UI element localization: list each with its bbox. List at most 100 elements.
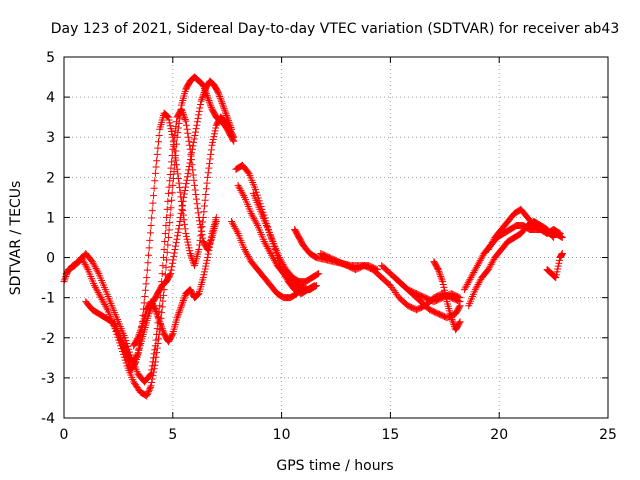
data-point (202, 259, 210, 267)
data-point (135, 332, 143, 340)
data-point (215, 91, 223, 99)
data-point (166, 271, 174, 279)
data-point (174, 312, 182, 320)
data-point (555, 259, 563, 267)
data-point (175, 221, 183, 229)
data-point (197, 232, 205, 240)
data-point (149, 358, 157, 366)
data-point (181, 293, 189, 301)
series-track-14 (430, 258, 464, 334)
data-point (156, 318, 164, 326)
data-point (176, 307, 184, 315)
chart-title: Day 123 of 2021, Sidereal Day-to-day VTE… (51, 21, 620, 37)
data-point (111, 321, 119, 329)
data-point (159, 254, 167, 262)
data-point (186, 159, 194, 167)
data-point (185, 137, 193, 145)
data-point (151, 306, 159, 314)
data-point (152, 336, 160, 344)
data-point (199, 213, 207, 221)
data-point (204, 93, 212, 101)
series-track-9 (249, 189, 323, 286)
data-point (147, 382, 155, 390)
data-point (153, 150, 161, 158)
data-point (134, 334, 142, 342)
data-point (155, 138, 163, 146)
y-tick-label: 2 (46, 170, 55, 186)
data-point (251, 185, 259, 193)
data-point (176, 188, 184, 196)
data-point (148, 207, 156, 215)
data-point (216, 93, 224, 101)
data-point (198, 94, 206, 102)
data-point (164, 234, 172, 241)
data-point (209, 138, 217, 146)
y-axis-label: SDTVAR / TECUs (8, 181, 24, 296)
x-axis-label: GPS time / hours (276, 458, 393, 474)
data-point (456, 302, 464, 310)
data-point (177, 209, 185, 217)
data-point (434, 266, 442, 274)
data-point (435, 267, 443, 275)
data-point (115, 331, 123, 339)
data-point (171, 127, 179, 135)
data-point (554, 265, 562, 273)
data-point (184, 169, 192, 177)
data-point (169, 181, 177, 189)
data-point (168, 130, 176, 138)
data-point (181, 187, 189, 195)
data-point (145, 244, 153, 252)
data-point (442, 295, 450, 303)
data-point (158, 323, 166, 331)
data-point (203, 256, 211, 264)
data-point (171, 246, 179, 254)
data-point (145, 251, 153, 259)
data-point (149, 199, 157, 207)
data-point (146, 236, 154, 244)
data-point (218, 99, 226, 107)
data-point (206, 100, 214, 108)
series-track-4 (110, 77, 236, 374)
data-point (168, 189, 176, 197)
data-point (196, 217, 204, 225)
data-point (187, 251, 195, 259)
data-point (154, 144, 162, 152)
data-point (182, 183, 190, 191)
data-point (150, 354, 158, 362)
data-point (221, 106, 229, 114)
series-track-3 (82, 109, 238, 366)
y-tick-label: 0 (46, 251, 55, 267)
data-point (176, 184, 184, 192)
data-point (555, 229, 563, 237)
data-point (197, 227, 205, 235)
data-point (171, 147, 179, 155)
data-point (209, 136, 217, 144)
data-point (125, 359, 133, 367)
data-point (207, 233, 215, 241)
data-point (121, 349, 129, 357)
data-point (184, 129, 192, 137)
data-point (189, 171, 197, 179)
data-point (199, 92, 207, 100)
data-point (191, 128, 199, 136)
data-point (119, 342, 127, 350)
data-point (177, 303, 185, 311)
data-point (168, 259, 176, 267)
data-point (182, 121, 190, 129)
data-point (164, 189, 172, 197)
data-point (226, 120, 234, 128)
data-point (170, 142, 178, 150)
data-point (225, 118, 233, 126)
data-point (116, 333, 124, 341)
data-point (197, 97, 205, 105)
data-point (186, 247, 194, 255)
data-point (200, 90, 208, 98)
data-point (195, 111, 203, 119)
data-point (449, 317, 457, 325)
data-point (191, 186, 199, 194)
data-point (439, 280, 447, 288)
data-point (182, 117, 190, 125)
data-point (187, 152, 195, 160)
grid-lines (64, 57, 608, 418)
data-point (163, 248, 171, 256)
